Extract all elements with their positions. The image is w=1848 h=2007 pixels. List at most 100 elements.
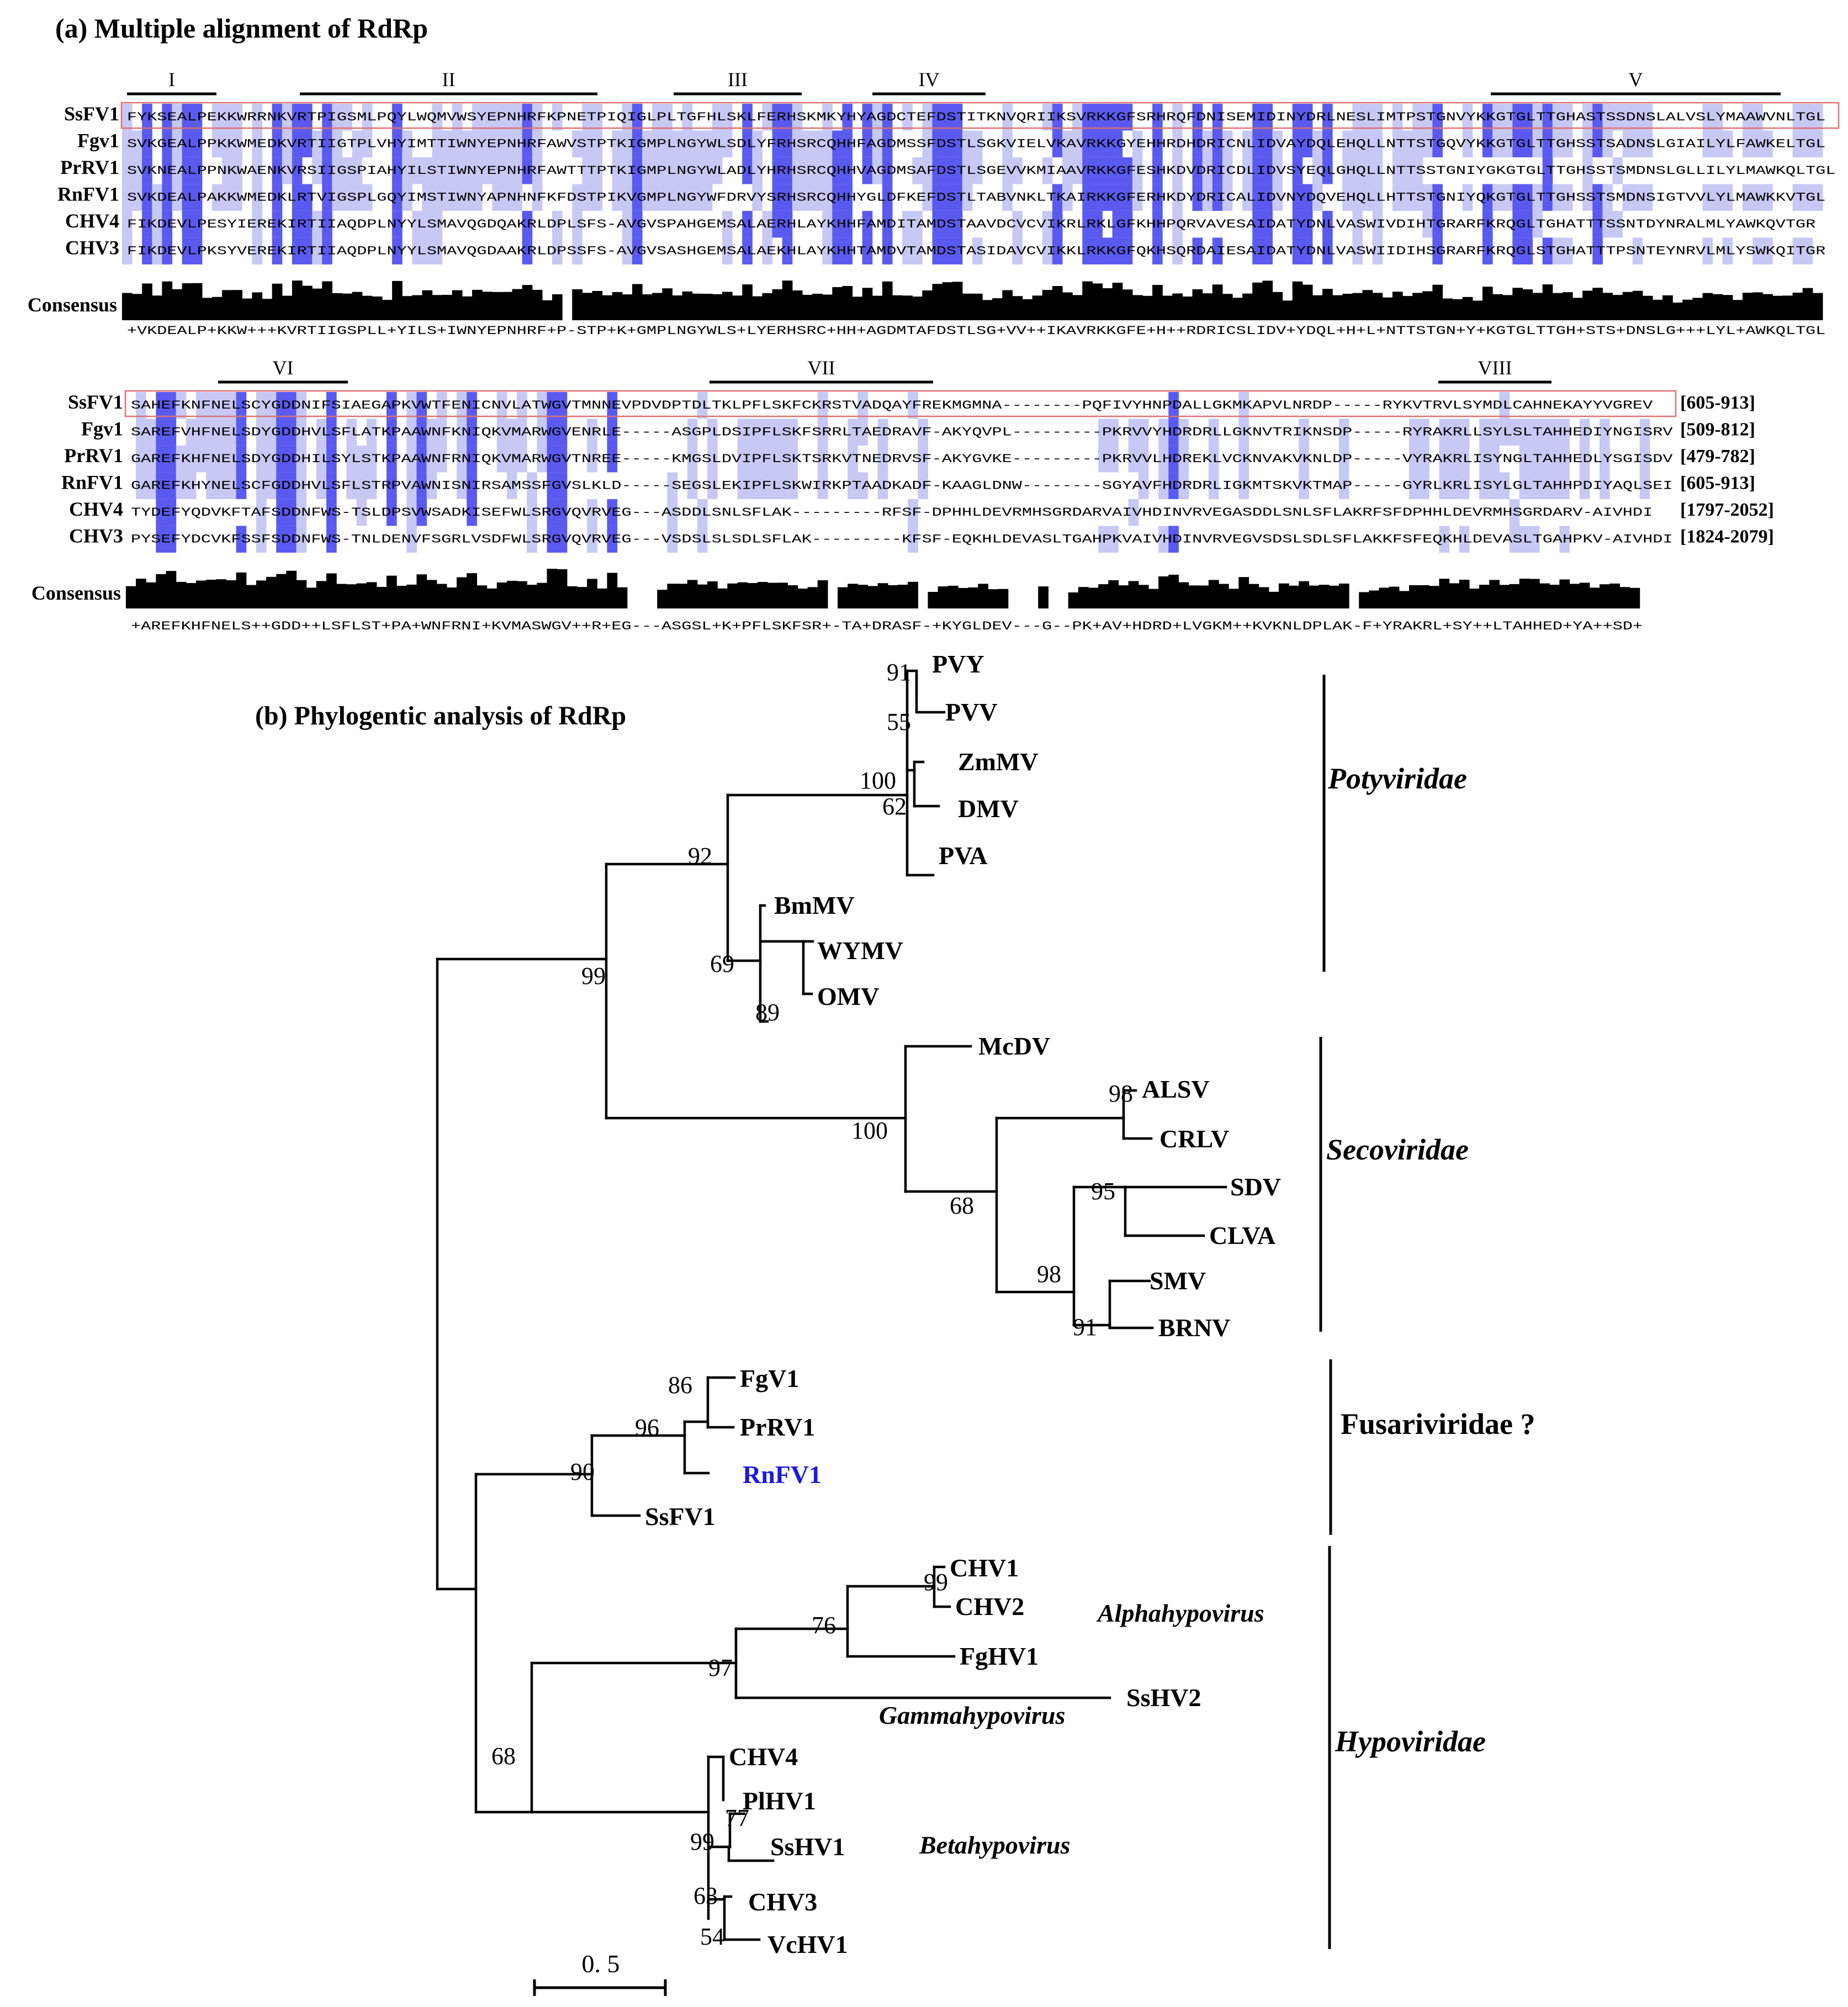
conservation-cell (667, 472, 678, 499)
conservation-cell (1592, 103, 1603, 131)
conservation-cell (817, 472, 828, 499)
conservation-cell (176, 472, 187, 499)
consensus-bar (292, 280, 303, 320)
conservation-cell (482, 157, 493, 184)
bootstrap-value: 77 (725, 1804, 749, 1831)
consensus-bar (902, 295, 913, 320)
conservation-cell (762, 237, 773, 264)
conservation-cell (1208, 472, 1219, 499)
consensus-bar (1222, 294, 1233, 320)
consensus-bar (1572, 298, 1583, 320)
conservation-cell (832, 130, 843, 157)
consensus-bar (607, 573, 618, 608)
conservation-cell (1392, 103, 1403, 131)
conservation-cell (1012, 157, 1023, 184)
conservation-cell (1392, 157, 1403, 184)
conservation-cell (426, 445, 437, 473)
conservation-cell (1322, 130, 1333, 157)
consensus-bar (1439, 579, 1450, 608)
conservation-cell (1168, 391, 1179, 419)
conservation-cell (1562, 184, 1573, 211)
consensus-bar (286, 570, 297, 608)
conservation-cell (842, 210, 853, 238)
conservation-cell (322, 184, 332, 211)
conservation-cell (162, 210, 173, 238)
conservation-cell (1412, 130, 1423, 157)
conservation-cell (1138, 419, 1149, 446)
conservation-cell (416, 499, 427, 526)
conservation-cell (332, 103, 343, 131)
conservation-cell (902, 237, 913, 264)
conservation-cell (356, 499, 367, 526)
conservation-cell (212, 184, 223, 211)
conservation-cell (662, 103, 673, 131)
conservation-cell (1622, 184, 1633, 211)
conservation-cell (537, 419, 548, 446)
conservation-cell (687, 445, 698, 473)
conservation-cell (972, 237, 983, 264)
consensus-bar (576, 587, 587, 608)
consensus-bar (932, 284, 943, 320)
taxon-label: PVA (939, 841, 988, 870)
conservation-cell (872, 103, 883, 131)
conservation-cell (782, 184, 793, 211)
consensus-bar (1502, 295, 1513, 320)
conservation-cell (472, 157, 483, 184)
conservation-cell (822, 103, 833, 131)
consensus-bar (747, 583, 758, 608)
conservation-cell (517, 391, 527, 419)
conservation-cell (1412, 103, 1423, 131)
conservation-cell (532, 130, 543, 157)
consensus-bar (838, 587, 848, 608)
consensus-bar (742, 284, 753, 320)
conservation-cell (272, 103, 283, 131)
conservation-cell (1479, 472, 1490, 499)
conservation-cell (196, 419, 206, 446)
conservation-cell (1412, 184, 1423, 211)
consensus-bar (132, 294, 142, 320)
conservation-cell (848, 445, 858, 473)
consensus-bar (1812, 293, 1823, 320)
conservation-cell (787, 419, 798, 446)
conservation-cell (467, 419, 477, 446)
conservation-cell (416, 445, 427, 473)
conservation-cell (752, 130, 763, 157)
conservation-cell (697, 499, 708, 526)
conservation-cell (672, 157, 683, 184)
conservation-cell (1302, 130, 1313, 157)
conservation-cell (1582, 130, 1593, 157)
conservation-cell (1792, 130, 1803, 157)
consensus-bar (752, 296, 763, 320)
consensus-bar (1492, 294, 1503, 320)
conservation-cell (412, 157, 422, 184)
taxon-label: SsFV1 (645, 1502, 716, 1531)
conservation-cell (862, 103, 873, 131)
sequence-residues: FIKDEVLPESYIEREKIRTIIAQDPLNYYLSMAVQGDQAK… (127, 218, 1815, 231)
conservation-cell (1499, 419, 1510, 446)
consensus-bar (1559, 579, 1570, 608)
conservation-cell (882, 210, 893, 238)
conservation-cell (1512, 237, 1523, 264)
scale-label: 0. 5 (582, 1950, 620, 1978)
conservation-cell (762, 103, 773, 131)
conservation-cell (952, 237, 963, 264)
conservation-cell (1482, 237, 1493, 264)
conservation-cell (1482, 210, 1493, 238)
conservation-cell (316, 419, 327, 446)
consensus-bar (667, 584, 678, 608)
conservation-cell (1242, 157, 1253, 184)
consensus-bar (462, 296, 473, 320)
conservation-cell (1449, 472, 1460, 499)
conservation-cell (1459, 526, 1470, 553)
consensus-bar (1289, 585, 1299, 608)
conservation-cell (1122, 103, 1133, 131)
conservation-cell (537, 391, 548, 419)
conservation-cell (742, 237, 753, 264)
consensus-bar (1632, 290, 1643, 320)
conservation-cell (1492, 184, 1503, 211)
bootstrap-value: 92 (688, 843, 712, 870)
consensus-bar (812, 294, 823, 320)
conservation-cell (1052, 130, 1063, 157)
consensus-bar (1042, 290, 1053, 320)
